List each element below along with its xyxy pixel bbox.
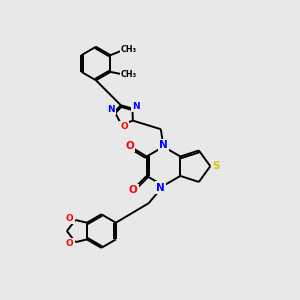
Text: CH₃: CH₃ xyxy=(121,70,137,79)
Text: O: O xyxy=(125,141,134,151)
Text: N: N xyxy=(159,140,168,150)
Text: O: O xyxy=(66,239,74,248)
Text: N: N xyxy=(156,183,165,193)
Text: O: O xyxy=(120,122,128,131)
Text: S: S xyxy=(212,161,220,171)
Text: O: O xyxy=(129,185,137,195)
Text: N: N xyxy=(132,102,140,111)
Text: O: O xyxy=(66,214,74,223)
Text: CH₃: CH₃ xyxy=(121,45,137,54)
Text: N: N xyxy=(107,105,115,114)
